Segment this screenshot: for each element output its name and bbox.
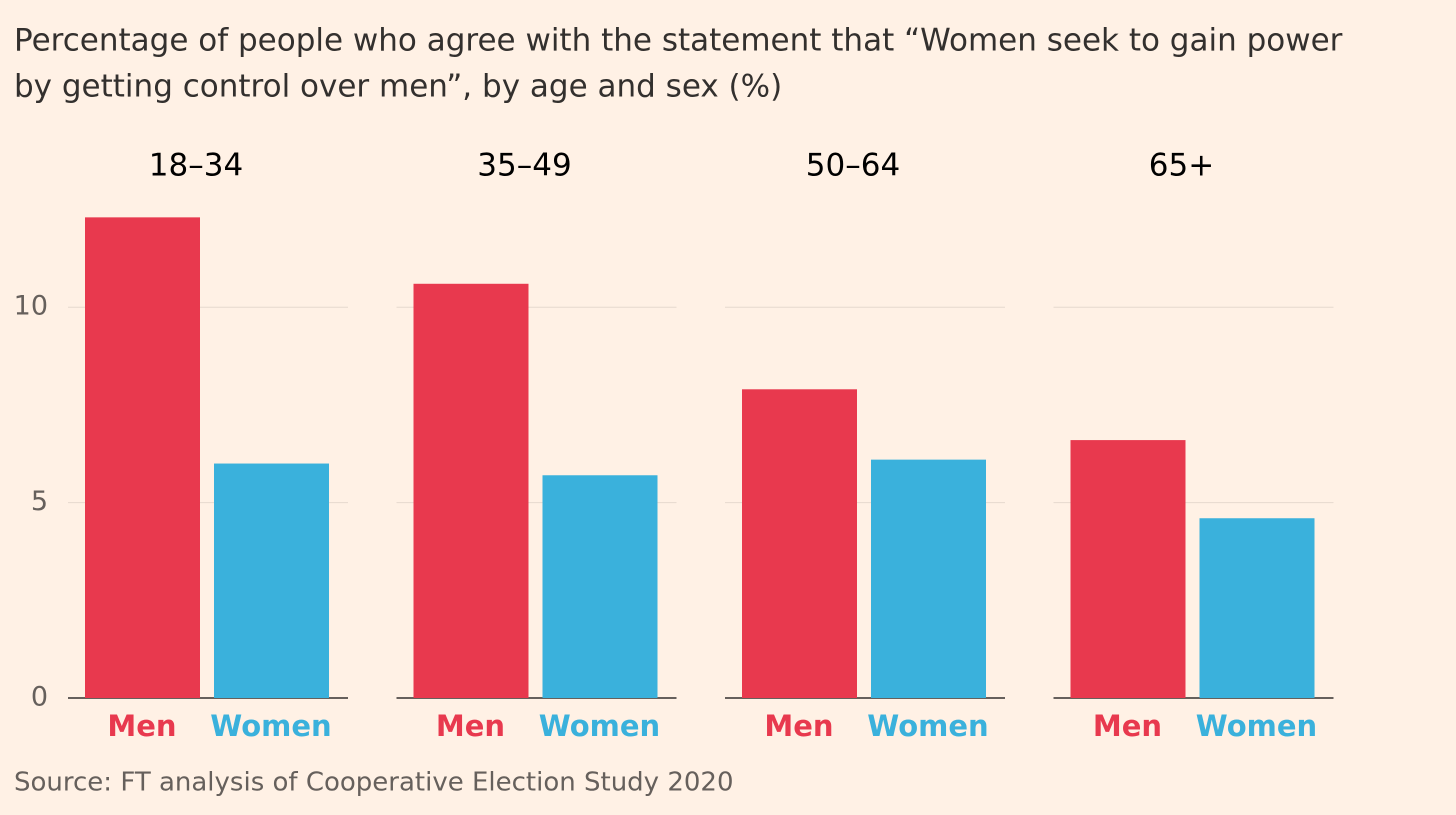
x-tick-label: Men bbox=[764, 709, 833, 743]
x-tick-label: Women bbox=[867, 709, 988, 743]
panel-title: 50–64 bbox=[806, 148, 900, 184]
chart-title: by getting control over men”, by age and… bbox=[14, 69, 782, 105]
x-tick-label: Men bbox=[1093, 709, 1162, 743]
x-tick-label: Women bbox=[210, 709, 331, 743]
x-tick-label: Women bbox=[539, 709, 660, 743]
y-tick-label: 5 bbox=[31, 486, 48, 517]
y-tick-label: 10 bbox=[14, 291, 48, 322]
x-tick-label: Men bbox=[107, 709, 176, 743]
x-tick-label: Women bbox=[1196, 709, 1317, 743]
panel-title: 18–34 bbox=[149, 148, 243, 184]
y-tick-label: 0 bbox=[31, 682, 48, 713]
bar bbox=[85, 217, 200, 698]
bar bbox=[871, 459, 986, 698]
source: Source: FT analysis of Cooperative Elect… bbox=[14, 768, 734, 798]
bar bbox=[542, 475, 658, 698]
bar bbox=[1199, 518, 1315, 698]
bar bbox=[413, 283, 529, 698]
bar bbox=[742, 389, 857, 698]
panel-title: 35–49 bbox=[477, 148, 571, 184]
bar bbox=[1070, 440, 1186, 698]
panel-title: 65+ bbox=[1149, 148, 1214, 184]
x-tick-label: Men bbox=[436, 709, 505, 743]
chart-title: Percentage of people who agree with the … bbox=[14, 23, 1343, 59]
bar bbox=[214, 463, 329, 698]
